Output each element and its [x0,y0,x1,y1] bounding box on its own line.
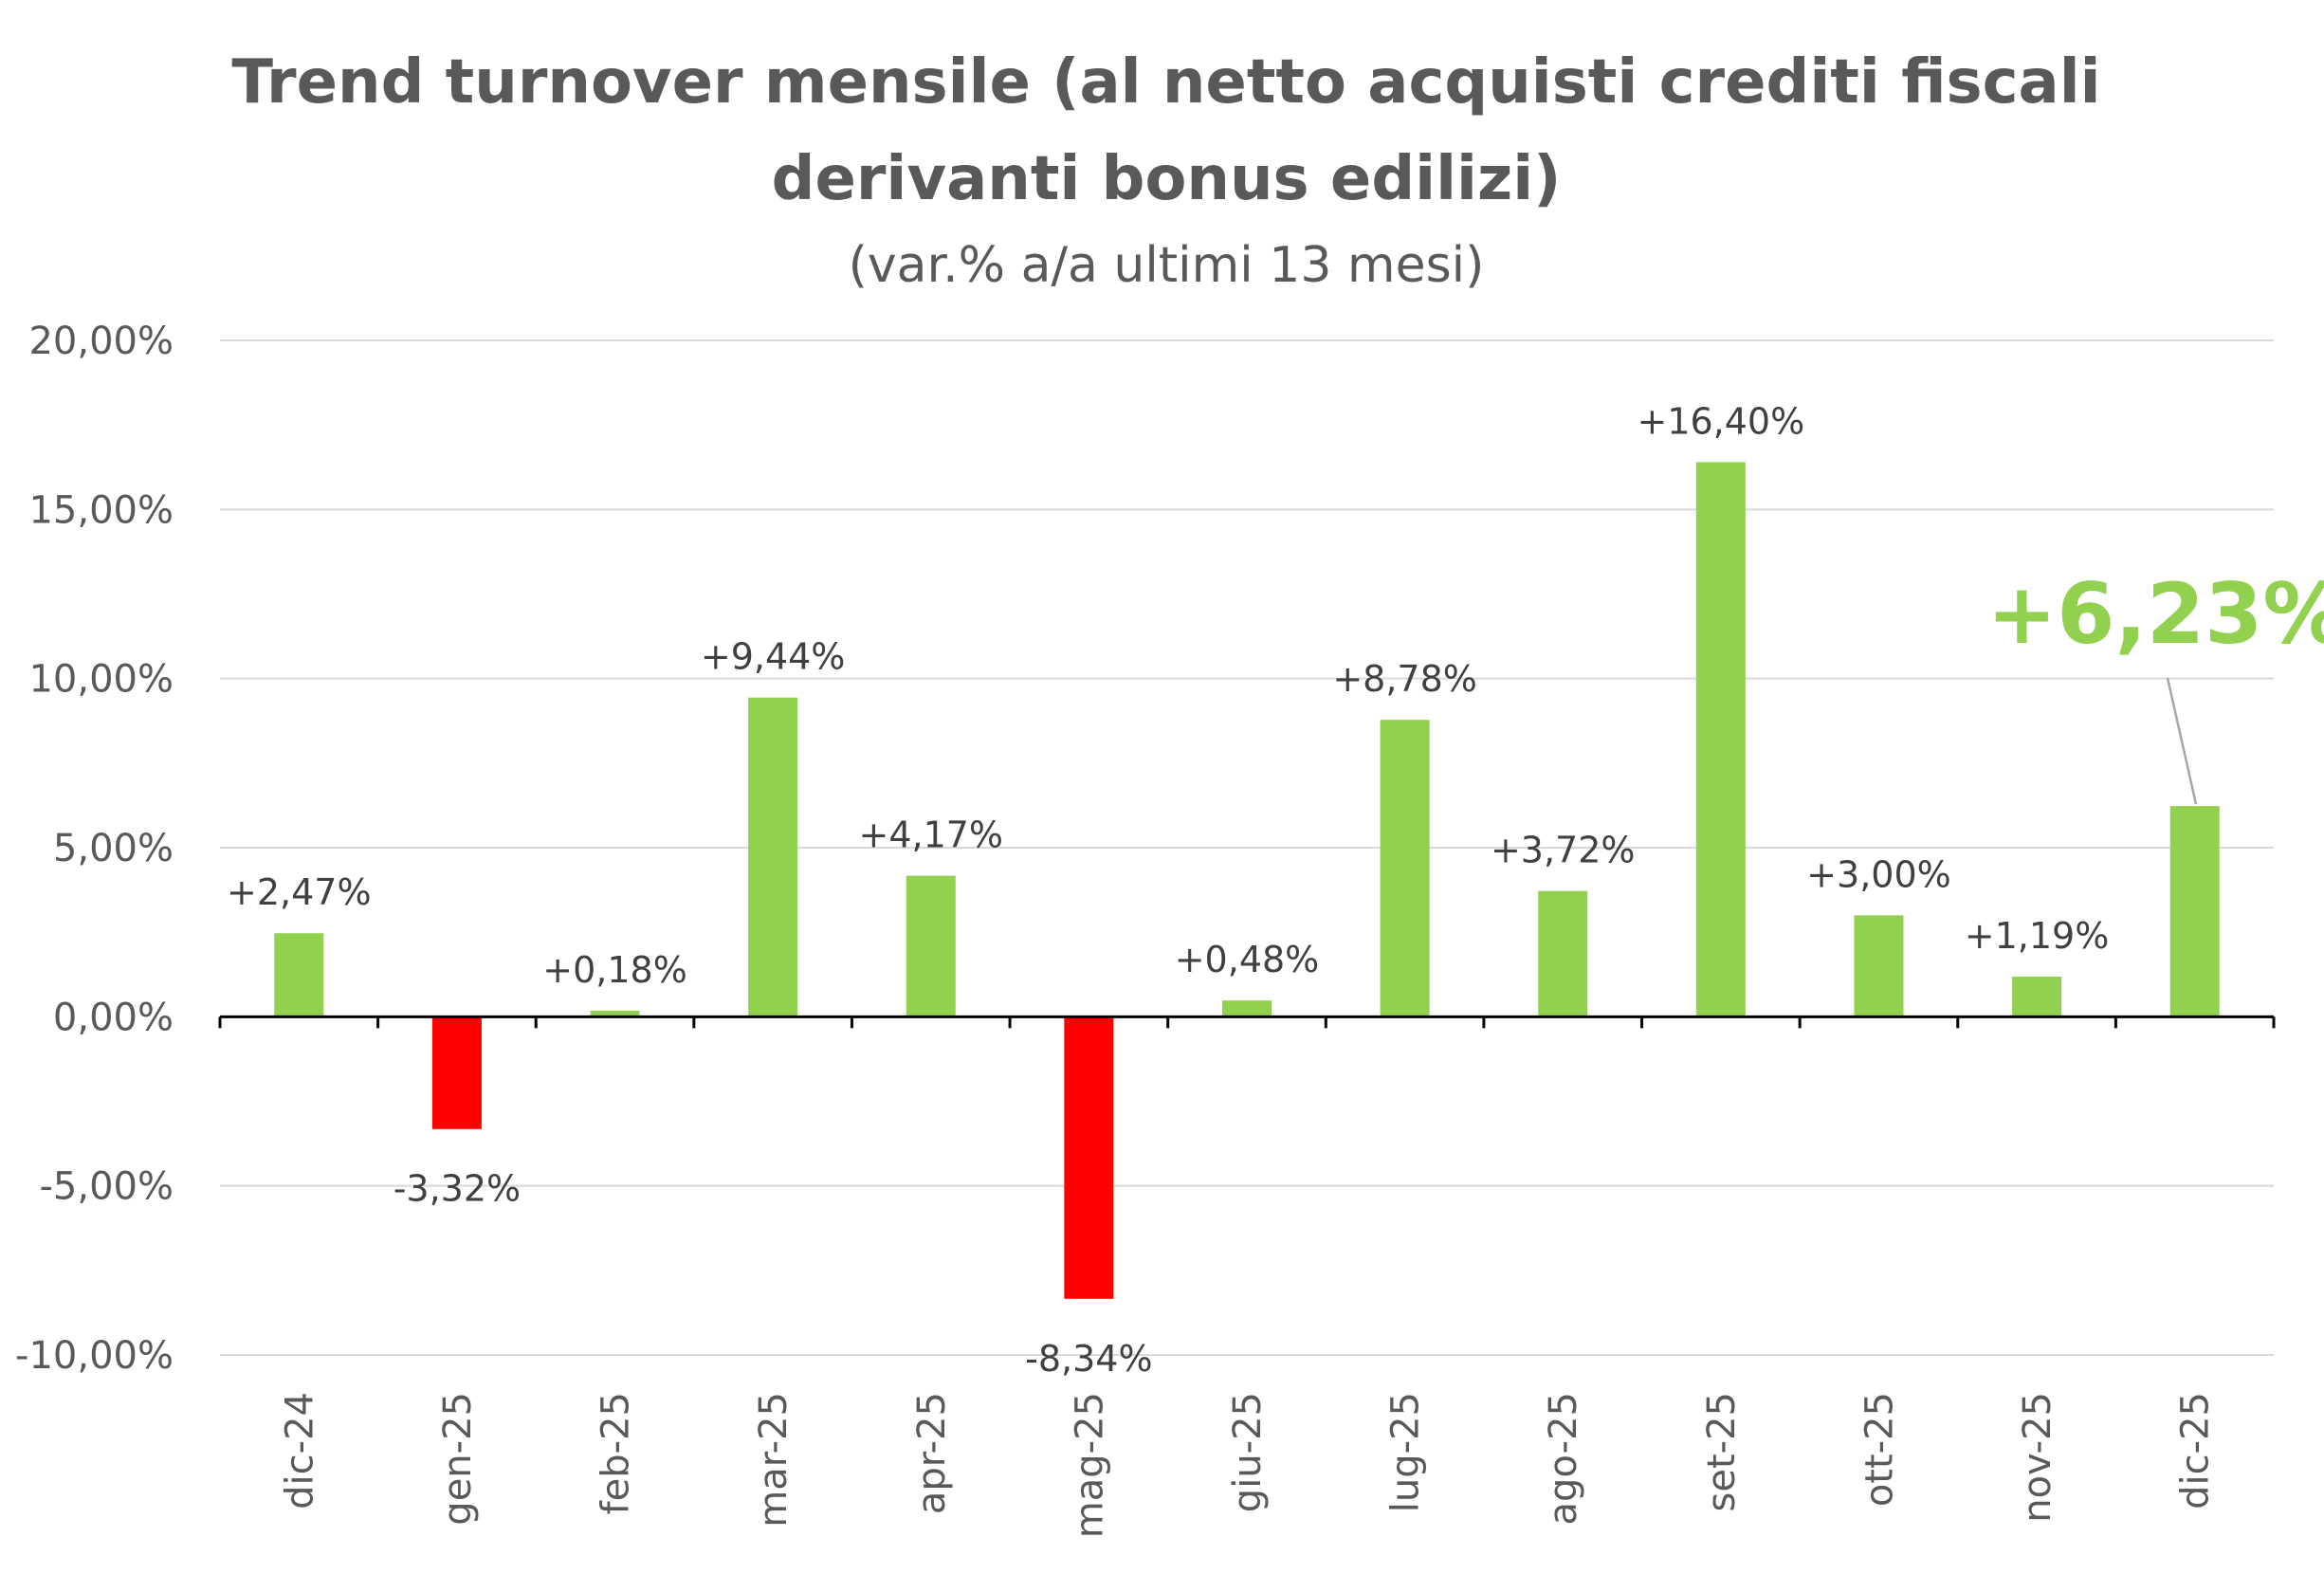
bar-feb-25 [590,1010,640,1017]
data-label: +16,40% [1637,400,1804,442]
x-tick-label: dic-24 [278,1392,321,1510]
x-tick-label: mag-25 [1068,1392,1111,1538]
chart-title-line-2: derivanti bonus edilizi) [772,144,1562,214]
data-label: +3,72% [1491,830,1636,871]
bar-apr-25 [906,875,956,1017]
chart-title-line-1: Trend turnover mensile (al netto acquist… [231,47,2100,118]
y-tick-label: 5,00% [53,827,174,870]
leader-line [2166,677,2198,805]
x-tick-label: feb-25 [595,1392,638,1514]
x-tick-label: ago-25 [1542,1392,1585,1525]
x-tick-label: set-25 [1700,1392,1744,1511]
bar-ago-25 [1538,890,1588,1017]
bar-giu-25 [1222,1000,1272,1017]
bar-mar-25 [748,697,798,1017]
bar-dic-25 [2169,806,2220,1017]
y-tick-label: -5,00% [39,1165,174,1209]
data-label: +3,00% [1806,853,1951,895]
x-tick-label: giu-25 [1226,1392,1270,1512]
x-tick-label: gen-25 [436,1392,480,1526]
y-tick-label: 10,00% [28,658,174,702]
data-label: +0,18% [542,949,687,991]
y-tick-label: 20,00% [28,320,174,363]
highlight-data-label: +6,23% [1986,565,2324,663]
bar-set-25 [1695,462,1746,1017]
y-tick-label: 15,00% [28,488,174,532]
data-labels: +2,47% -3,32% +0,18% +9,44% +4,17% -8,34% +0,4… [227,400,2324,1379]
y-tick-label: 0,00% [53,996,174,1039]
x-tick-label: dic-25 [2174,1392,2218,1510]
x-tick-label: apr-25 [910,1392,954,1514]
data-label: +8,78% [1332,658,1477,700]
gridlines [220,339,2274,1356]
y-axis-labels: 20,00% 15,00% 10,00% 5,00% 0,00% -5,00% -10,00… [15,320,174,1378]
bar-lug-25 [1380,720,1430,1017]
data-label: +9,44% [701,636,846,678]
data-label: +2,47% [227,871,372,913]
data-label: -3,32% [393,1168,521,1210]
x-tick-label: nov-25 [2016,1392,2059,1523]
x-tick-label: mar-25 [752,1392,796,1528]
chart-subtitle: (var.% a/a ultimi 13 mesi) [849,237,1485,294]
x-axis-labels: dic-24 gen-25 feb-25 mar-25 apr-25 mag-25 giu-… [278,1392,2217,1538]
bar-gen-25 [431,1016,482,1129]
data-label: -8,34% [1025,1338,1152,1380]
data-label: +1,19% [1965,915,2110,957]
bar-mag-25 [1064,1016,1114,1299]
bar-dic-24 [274,933,324,1017]
data-label: +4,17% [858,814,1003,856]
x-tick-label: ott-25 [1857,1392,1901,1507]
bar-ott-25 [1854,915,1904,1017]
bars [274,462,2220,1299]
y-tick-label: -10,00% [15,1334,174,1378]
x-axis [218,1015,2276,1029]
x-tick-label: lug-25 [1384,1392,1428,1512]
data-label: +0,48% [1175,939,1320,980]
bar-nov-25 [2012,976,2062,1017]
